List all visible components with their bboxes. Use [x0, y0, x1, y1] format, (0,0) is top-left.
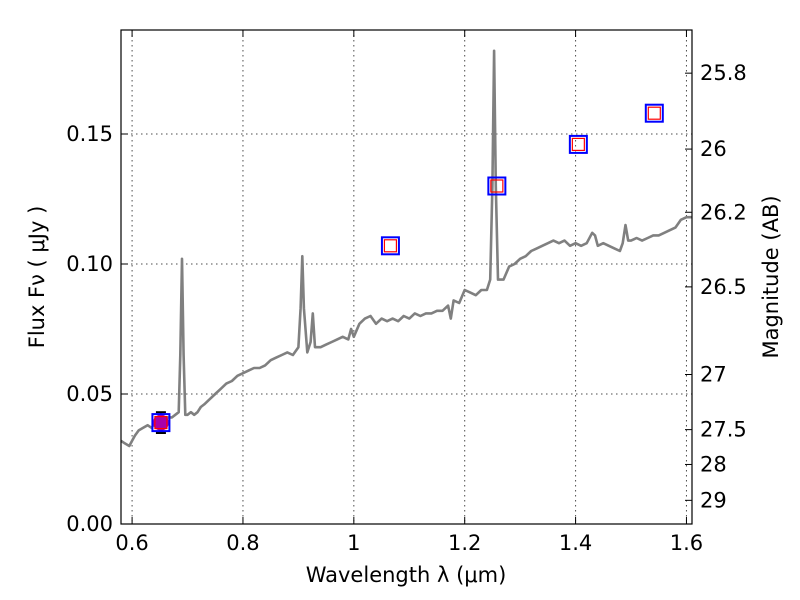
right-tick-label: 28: [700, 452, 727, 476]
y-tick-label: 0.00: [66, 512, 113, 536]
right-tick-label: 27: [700, 363, 727, 387]
y-tick-label: 0.05: [66, 382, 113, 406]
observed-marker: [568, 134, 588, 154]
observed-marker: [487, 176, 507, 196]
model-marker: [490, 179, 504, 193]
x-axis-label: Wavelength λ (μm): [306, 563, 507, 587]
x-tick-label: 1: [347, 531, 360, 555]
observed-marker: [151, 413, 171, 433]
observed-marker: [644, 103, 664, 123]
y-axis-label: Flux Fν ( μJy ): [25, 206, 49, 349]
detection-point: [152, 414, 169, 431]
x-tick-label: 1.2: [448, 531, 481, 555]
right-tick-label: 26.5: [700, 275, 747, 299]
plot-area: [120, 49, 692, 448]
model-marker: [154, 416, 168, 430]
grid: [121, 30, 692, 525]
right-tick-label: 26.2: [700, 200, 747, 224]
x-tick-label: 1.4: [559, 531, 592, 555]
x-tick-label: 0.8: [226, 531, 259, 555]
right-tick-label: 29: [700, 488, 727, 512]
model-marker: [647, 106, 661, 120]
x-tick-label: 0.6: [115, 531, 148, 555]
x-tick-label: 1.6: [670, 531, 703, 555]
plot-frame: [120, 29, 693, 525]
observed-marker: [380, 236, 400, 256]
spectrum-line: [120, 49, 692, 448]
model-marker: [571, 137, 585, 151]
right-tick-label: 26: [700, 137, 727, 161]
model-marker: [383, 239, 398, 253]
y-tick-label: 0.15: [66, 122, 113, 146]
y-tick-label: 0.10: [66, 252, 113, 276]
right-tick-label: 27.5: [700, 418, 747, 442]
ticks: 0.6 0.8 1 1.2 1.4 1.6 0.00 0.05 0.10 0.15 25.8 26 26…: [66, 30, 747, 555]
right-axis-label: Magnitude (AB): [759, 195, 783, 358]
right-tick-label: 25.8: [700, 61, 747, 85]
